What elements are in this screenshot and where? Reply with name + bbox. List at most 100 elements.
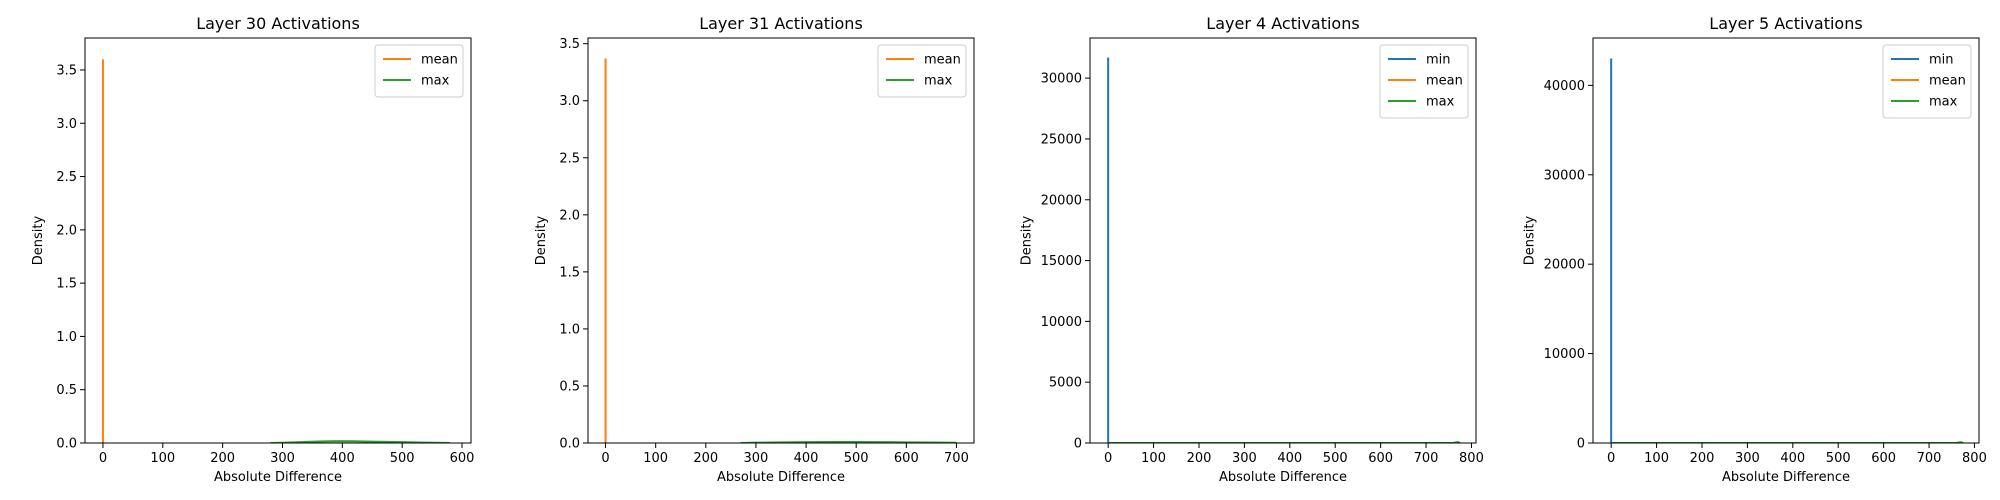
- x-tick-label: 0: [1104, 451, 1112, 466]
- legend-label-max: max: [924, 74, 953, 89]
- x-tick-label: 400: [1780, 451, 1805, 466]
- y-tick-label: 30000: [1544, 168, 1585, 183]
- x-axis-label: Absolute Difference: [214, 470, 342, 485]
- chart-title: Layer 5 Activations: [1709, 14, 1862, 33]
- chart-title: Layer 4 Activations: [1206, 14, 1359, 33]
- x-tick-label: 800: [1459, 451, 1484, 466]
- axes-frame: [1089, 37, 1477, 444]
- y-tick-label: 2.0: [559, 208, 580, 223]
- y-tick-label: 3.5: [559, 37, 580, 52]
- x-tick-label: 400: [330, 451, 355, 466]
- x-tick-label: 100: [1644, 451, 1669, 466]
- x-axis-label: Absolute Difference: [1722, 470, 1850, 485]
- x-tick-label: 300: [1735, 451, 1760, 466]
- y-tick-label: 0.5: [559, 379, 580, 394]
- y-tick-label: 2.5: [559, 151, 580, 166]
- legend: mean max: [877, 44, 967, 98]
- chart-panel-2: Layer 31 Activations 0 100 200 300 400 500 600 7…: [534, 14, 975, 485]
- y-tick-label: 1.0: [56, 330, 77, 345]
- series-line-max: [270, 440, 451, 443]
- y-tick-label: 15000: [1041, 254, 1082, 269]
- x-tick-label: 400: [1277, 451, 1302, 466]
- y-tick-label: 1.5: [559, 265, 580, 280]
- legend-label-max: max: [421, 74, 450, 89]
- y-tick-label: 25000: [1041, 132, 1082, 147]
- chart-panel-3: Layer 4 Activations 0 100 200 300 400 500 600 70…: [1020, 14, 1484, 485]
- y-tick-label: 10000: [1041, 315, 1082, 330]
- x-tick-label: 100: [150, 451, 175, 466]
- y-tick-label: 10000: [1544, 347, 1585, 362]
- y-tick-label: 3.5: [56, 63, 77, 78]
- y-tick-label: 3.0: [559, 94, 580, 109]
- x-tick-label: 100: [643, 451, 668, 466]
- y-tick-label: 20000: [1041, 193, 1082, 208]
- legend-label-mean: mean: [421, 53, 458, 68]
- x-tick-label: 700: [1917, 451, 1942, 466]
- y-tick-label: 5000: [1049, 376, 1082, 391]
- y-axis-label: Density: [1523, 215, 1538, 265]
- x-tick-label: 500: [1826, 451, 1851, 466]
- y-tick-label: 0.0: [559, 437, 580, 452]
- y-tick-label: 0.0: [56, 437, 77, 452]
- legend-label-min: min: [1929, 53, 1954, 68]
- x-tick-label: 200: [210, 451, 235, 466]
- y-axis-label: Density: [534, 215, 549, 265]
- y-axis-label: Density: [1020, 215, 1035, 265]
- x-tick-label: 600: [1871, 451, 1896, 466]
- axes-frame: [84, 37, 472, 444]
- y-tick-label: 20000: [1544, 258, 1585, 273]
- legend: min mean max: [1882, 44, 1972, 119]
- series-line-max: [740, 440, 957, 443]
- legend-label-max: max: [1426, 95, 1455, 110]
- x-tick-label: 500: [1323, 451, 1348, 466]
- legend-box: [1379, 44, 1469, 119]
- x-tick-label: 0: [99, 451, 107, 466]
- y-tick-label: 2.5: [56, 170, 77, 185]
- chart-panel-1: Layer 30 Activations 0 100 200 300 400 500 600 0…: [31, 14, 474, 485]
- x-axis-label: Absolute Difference: [717, 470, 845, 485]
- legend: mean max: [374, 44, 464, 98]
- x-tick-label: 100: [1141, 451, 1166, 466]
- x-tick-label: 600: [450, 451, 475, 466]
- x-tick-label: 300: [270, 451, 295, 466]
- y-tick-label: 1.5: [56, 277, 77, 292]
- x-tick-label: 600: [894, 451, 919, 466]
- x-tick-label: 600: [1368, 451, 1393, 466]
- axes-frame: [1592, 37, 1980, 444]
- legend-label-mean: mean: [1929, 74, 1966, 89]
- x-tick-label: 0: [601, 451, 609, 466]
- y-tick-label: 0: [1074, 437, 1082, 452]
- x-tick-label: 300: [744, 451, 769, 466]
- x-tick-label: 700: [1414, 451, 1439, 466]
- x-tick-label: 0: [1607, 451, 1615, 466]
- x-tick-label: 800: [1962, 451, 1987, 466]
- legend-label-min: min: [1426, 53, 1451, 68]
- x-tick-label: 200: [1187, 451, 1212, 466]
- y-tick-label: 0: [1577, 437, 1585, 452]
- y-tick-label: 40000: [1544, 79, 1585, 94]
- legend-label-mean: mean: [924, 53, 961, 68]
- x-tick-label: 200: [1690, 451, 1715, 466]
- x-axis-label: Absolute Difference: [1219, 470, 1347, 485]
- chart-title: Layer 30 Activations: [196, 14, 360, 33]
- y-tick-label: 30000: [1041, 72, 1082, 87]
- x-tick-label: 400: [794, 451, 819, 466]
- x-tick-label: 500: [390, 451, 415, 466]
- y-tick-label: 2.0: [56, 223, 77, 238]
- x-tick-label: 200: [693, 451, 718, 466]
- y-axis-label: Density: [31, 215, 46, 265]
- y-tick-label: 3.0: [56, 117, 77, 132]
- x-tick-label: 500: [844, 451, 869, 466]
- chart-title: Layer 31 Activations: [699, 14, 863, 33]
- legend-label-mean: mean: [1426, 74, 1463, 89]
- legend-box: [1882, 44, 1972, 119]
- y-tick-label: 1.0: [559, 322, 580, 337]
- x-tick-label: 300: [1232, 451, 1257, 466]
- x-tick-label: 700: [944, 451, 969, 466]
- chart-panel-4: Layer 5 Activations 0 100 200 300 400 500 600 70…: [1523, 14, 1987, 485]
- legend: min mean max: [1379, 44, 1469, 119]
- y-tick-label: 0.5: [56, 383, 77, 398]
- legend-label-max: max: [1929, 95, 1958, 110]
